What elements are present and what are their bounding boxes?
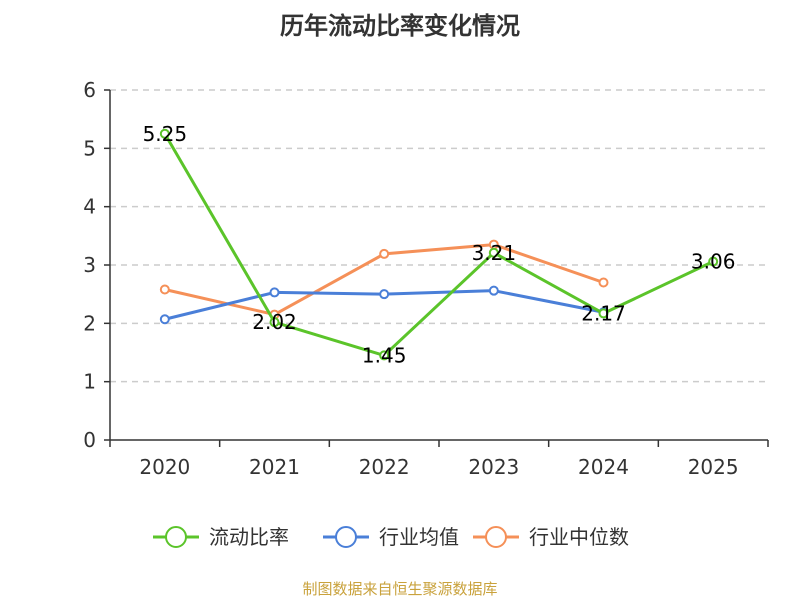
- x-tick-label: 2022: [359, 455, 410, 479]
- y-tick-label: 3: [83, 253, 96, 277]
- data-point: [379, 289, 390, 300]
- series-流动比率: [159, 128, 719, 361]
- data-point: [159, 314, 170, 325]
- data-point: [598, 277, 609, 288]
- legend-marker-icon: [335, 526, 357, 548]
- legend-item-流动比率[interactable]: 流动比率: [153, 525, 289, 549]
- data-label: 3.21: [472, 241, 517, 265]
- data-labels: 5.25 2.02 1.45 3.21 2.17 3.06: [143, 122, 736, 368]
- y-tick-label: 4: [83, 195, 96, 219]
- legend-label: 行业均值: [379, 525, 459, 549]
- data-point: [598, 308, 609, 319]
- legend-marker-icon: [485, 526, 507, 548]
- data-point: [708, 256, 719, 267]
- data-label: 1.45: [362, 343, 407, 367]
- data-label: 2.17: [581, 301, 626, 325]
- axes: 0 1 2 3 4 5 6 2020 2021 2022 2023 2024 2025: [83, 78, 769, 479]
- data-point: [159, 128, 170, 139]
- data-label: 3.06: [691, 250, 736, 274]
- data-label: 2.02: [252, 310, 297, 334]
- source-note: 制图数据来自恒生聚源数据库: [302, 580, 498, 598]
- series-group: [159, 128, 719, 361]
- legend-item-行业中位数[interactable]: 行业中位数: [473, 525, 629, 549]
- data-point: [379, 248, 390, 259]
- data-label: 5.25: [143, 122, 188, 146]
- legend-item-行业均值[interactable]: 行业均值: [323, 525, 459, 549]
- x-tick-label: 2025: [688, 455, 739, 479]
- x-tick-label: 2021: [249, 455, 300, 479]
- legend-label: 流动比率: [209, 525, 289, 549]
- series-line: [163, 132, 714, 357]
- data-point: [488, 285, 499, 296]
- y-tick-label: 5: [83, 136, 96, 160]
- legend-label: 行业中位数: [529, 525, 629, 549]
- legend[interactable]: 流动比率 行业均值 行业中位数: [153, 525, 629, 549]
- data-point: [488, 247, 499, 258]
- series-行业中位数: [159, 239, 609, 320]
- y-tick-label: 1: [83, 370, 96, 394]
- data-point: [159, 284, 170, 295]
- data-point: [269, 287, 280, 298]
- y-tick-label: 0: [83, 428, 96, 452]
- series-行业均值: [159, 285, 609, 325]
- grid-lines: [110, 89, 768, 383]
- x-tick-label: 2023: [468, 455, 519, 479]
- data-point: [379, 350, 390, 361]
- x-tick-label: 2024: [578, 455, 629, 479]
- data-point: [269, 317, 280, 328]
- y-tick-label: 6: [83, 78, 96, 102]
- y-tick-label: 2: [83, 311, 96, 335]
- x-tick-label: 2020: [139, 455, 190, 479]
- legend-marker-icon: [165, 526, 187, 548]
- chart-title: 历年流动比率变化情况: [280, 12, 520, 40]
